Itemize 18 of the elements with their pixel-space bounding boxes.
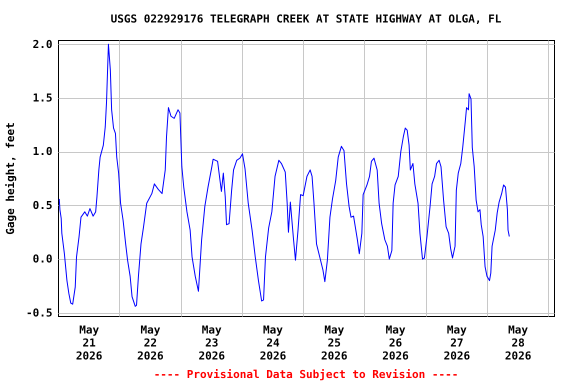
y-tick-label: 0.0: [32, 252, 52, 266]
y-tick-label: 1.0: [32, 145, 52, 158]
text: ---- Provisional Data Subject to Revision ----: [154, 368, 458, 381]
y-tick-label: 2.0: [32, 38, 52, 51]
x-tick-label: May 22 2026: [137, 324, 164, 362]
x-tick-label: May 26 2026: [382, 324, 410, 362]
line-series: [58, 44, 510, 307]
x-tick-label: May 25 2026: [321, 324, 348, 362]
chart-title: USGS 022929176 TELEGRAPH CREEK AT STATE HIGHWAY AT OLGA, FL: [110, 12, 502, 26]
y-tick-label: -0.5: [26, 306, 52, 320]
x-tick-label: May 27 2026: [444, 324, 470, 362]
x-tick-label: May 28 2026: [504, 324, 532, 362]
x-tick-label: May 23 2026: [198, 324, 226, 362]
y-tick-label: 0.5: [32, 198, 52, 212]
y-axis-title: Gage height, feet: [4, 122, 18, 235]
x-tick-label: May 21 2026: [76, 324, 103, 362]
y-tick-label: 1.5: [32, 91, 52, 104]
x-tick-label: May 24 2026: [260, 324, 287, 362]
